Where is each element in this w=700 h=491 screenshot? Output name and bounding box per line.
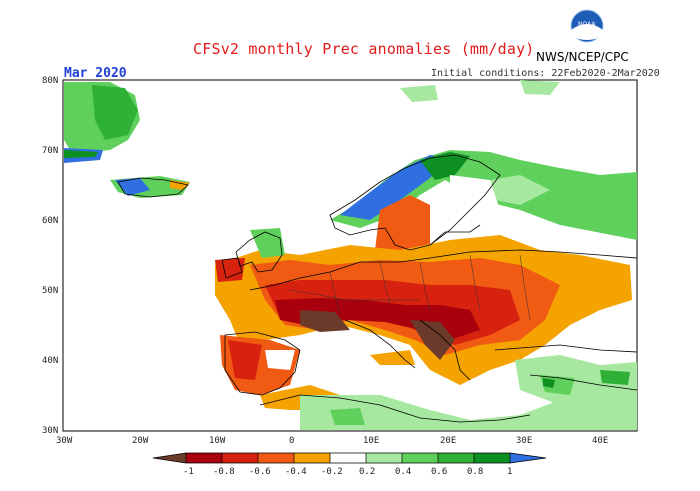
lon-label-30w: 30W	[56, 436, 73, 446]
coastlines	[117, 154, 638, 423]
greenland-darkgreen	[92, 85, 138, 140]
colorbar-label--0.8: -0.8	[213, 467, 235, 477]
colorbar-label--0.2: -0.2	[321, 467, 343, 477]
forecast-month: Mar 2020	[64, 66, 127, 81]
colorbar-label-1: 1	[507, 467, 512, 477]
colorbar-bin-10	[510, 453, 546, 463]
lat-label-70n: 70N	[42, 146, 58, 156]
lon-axis: 30W 20W 10W 0 10E 20E 30E 40E	[56, 436, 608, 446]
colorbar: -1 -0.8 -0.6 -0.4 -0.2 0.2 0.4 0.6 0.8 1	[152, 452, 547, 477]
balkans-brown	[410, 320, 455, 360]
lon-label-10e: 10E	[363, 436, 379, 446]
colorbar-bin-4	[294, 453, 330, 463]
lon-label-40e: 40E	[592, 436, 608, 446]
colorbar-bin-7	[402, 453, 438, 463]
initial-conditions: Initial conditions: 22Feb2020-2Mar2020	[431, 68, 660, 79]
colorbar-bin-0	[153, 453, 186, 463]
lon-label-30e: 30E	[516, 436, 532, 446]
borders	[289, 254, 531, 321]
colorbar-label-0.4: 0.4	[395, 467, 411, 477]
noaa-logo-text: NOAA	[578, 21, 596, 28]
alps-brown	[300, 310, 350, 332]
lat-label-80n: 80N	[42, 76, 58, 86]
colorbar-label--1: -1	[183, 467, 194, 477]
lat-label-30n: 30N	[42, 426, 58, 436]
colorbar-bin-3	[258, 453, 294, 463]
colorbar-label-0.8: 0.8	[467, 467, 483, 477]
colorbar-label--0.4: -0.4	[285, 467, 307, 477]
lat-axis: 80N 70N 60N 50N 40N 30N	[42, 76, 58, 436]
lat-label-60n: 60N	[42, 216, 58, 226]
lat-label-50n: 50N	[42, 286, 58, 296]
norway-coast-blue	[340, 155, 448, 220]
lon-label-10w: 10W	[209, 436, 226, 446]
lon-label-20w: 20W	[132, 436, 149, 446]
colorbar-bin-5	[330, 453, 366, 463]
noaa-logo-icon: NOAA	[570, 9, 604, 43]
colorbar-bin-2	[222, 453, 258, 463]
colorbar-bin-1	[186, 453, 222, 463]
lon-label-20e: 20E	[440, 436, 456, 446]
colorbar-bin-8	[438, 453, 474, 463]
colorbar-label-0.2: 0.2	[359, 467, 375, 477]
lat-label-40n: 40N	[42, 356, 58, 366]
lon-label-0: 0	[289, 436, 294, 446]
colorbar-label-0.6: 0.6	[431, 467, 447, 477]
colorbar-label--0.6: -0.6	[249, 467, 271, 477]
colorbar-bin-9	[474, 453, 510, 463]
colorbar-bin-6	[366, 453, 402, 463]
chart-title: CFSv2 monthly Prec anomalies (mm/day)	[193, 40, 535, 58]
center-label: NWS/NCEP/CPC	[536, 50, 629, 64]
